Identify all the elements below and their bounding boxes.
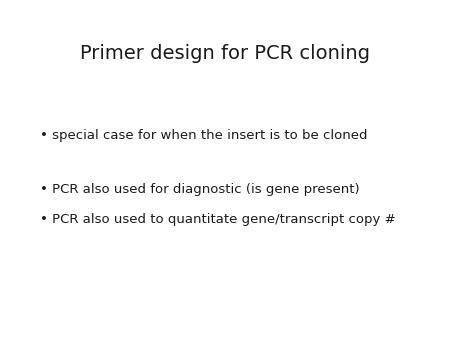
Text: Primer design for PCR cloning: Primer design for PCR cloning bbox=[80, 44, 370, 63]
Text: • special case for when the insert is to be cloned: • special case for when the insert is to… bbox=[40, 129, 368, 142]
Text: • PCR also used for diagnostic (is gene present): • PCR also used for diagnostic (is gene … bbox=[40, 183, 360, 196]
Text: • PCR also used to quantitate gene/transcript copy #: • PCR also used to quantitate gene/trans… bbox=[40, 213, 396, 226]
